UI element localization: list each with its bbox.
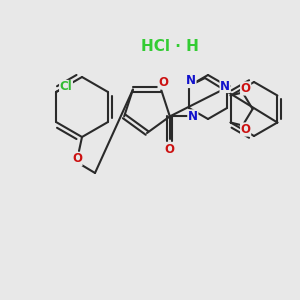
Text: HCl · H: HCl · H bbox=[141, 39, 198, 54]
Text: O: O bbox=[241, 123, 250, 136]
Text: N: N bbox=[188, 110, 198, 123]
Text: Cl: Cl bbox=[60, 80, 72, 94]
Text: O: O bbox=[72, 152, 82, 166]
Text: O: O bbox=[158, 76, 168, 89]
Text: O: O bbox=[241, 82, 250, 95]
Text: N: N bbox=[186, 74, 196, 88]
Text: N: N bbox=[220, 80, 230, 92]
Text: O: O bbox=[165, 143, 175, 156]
